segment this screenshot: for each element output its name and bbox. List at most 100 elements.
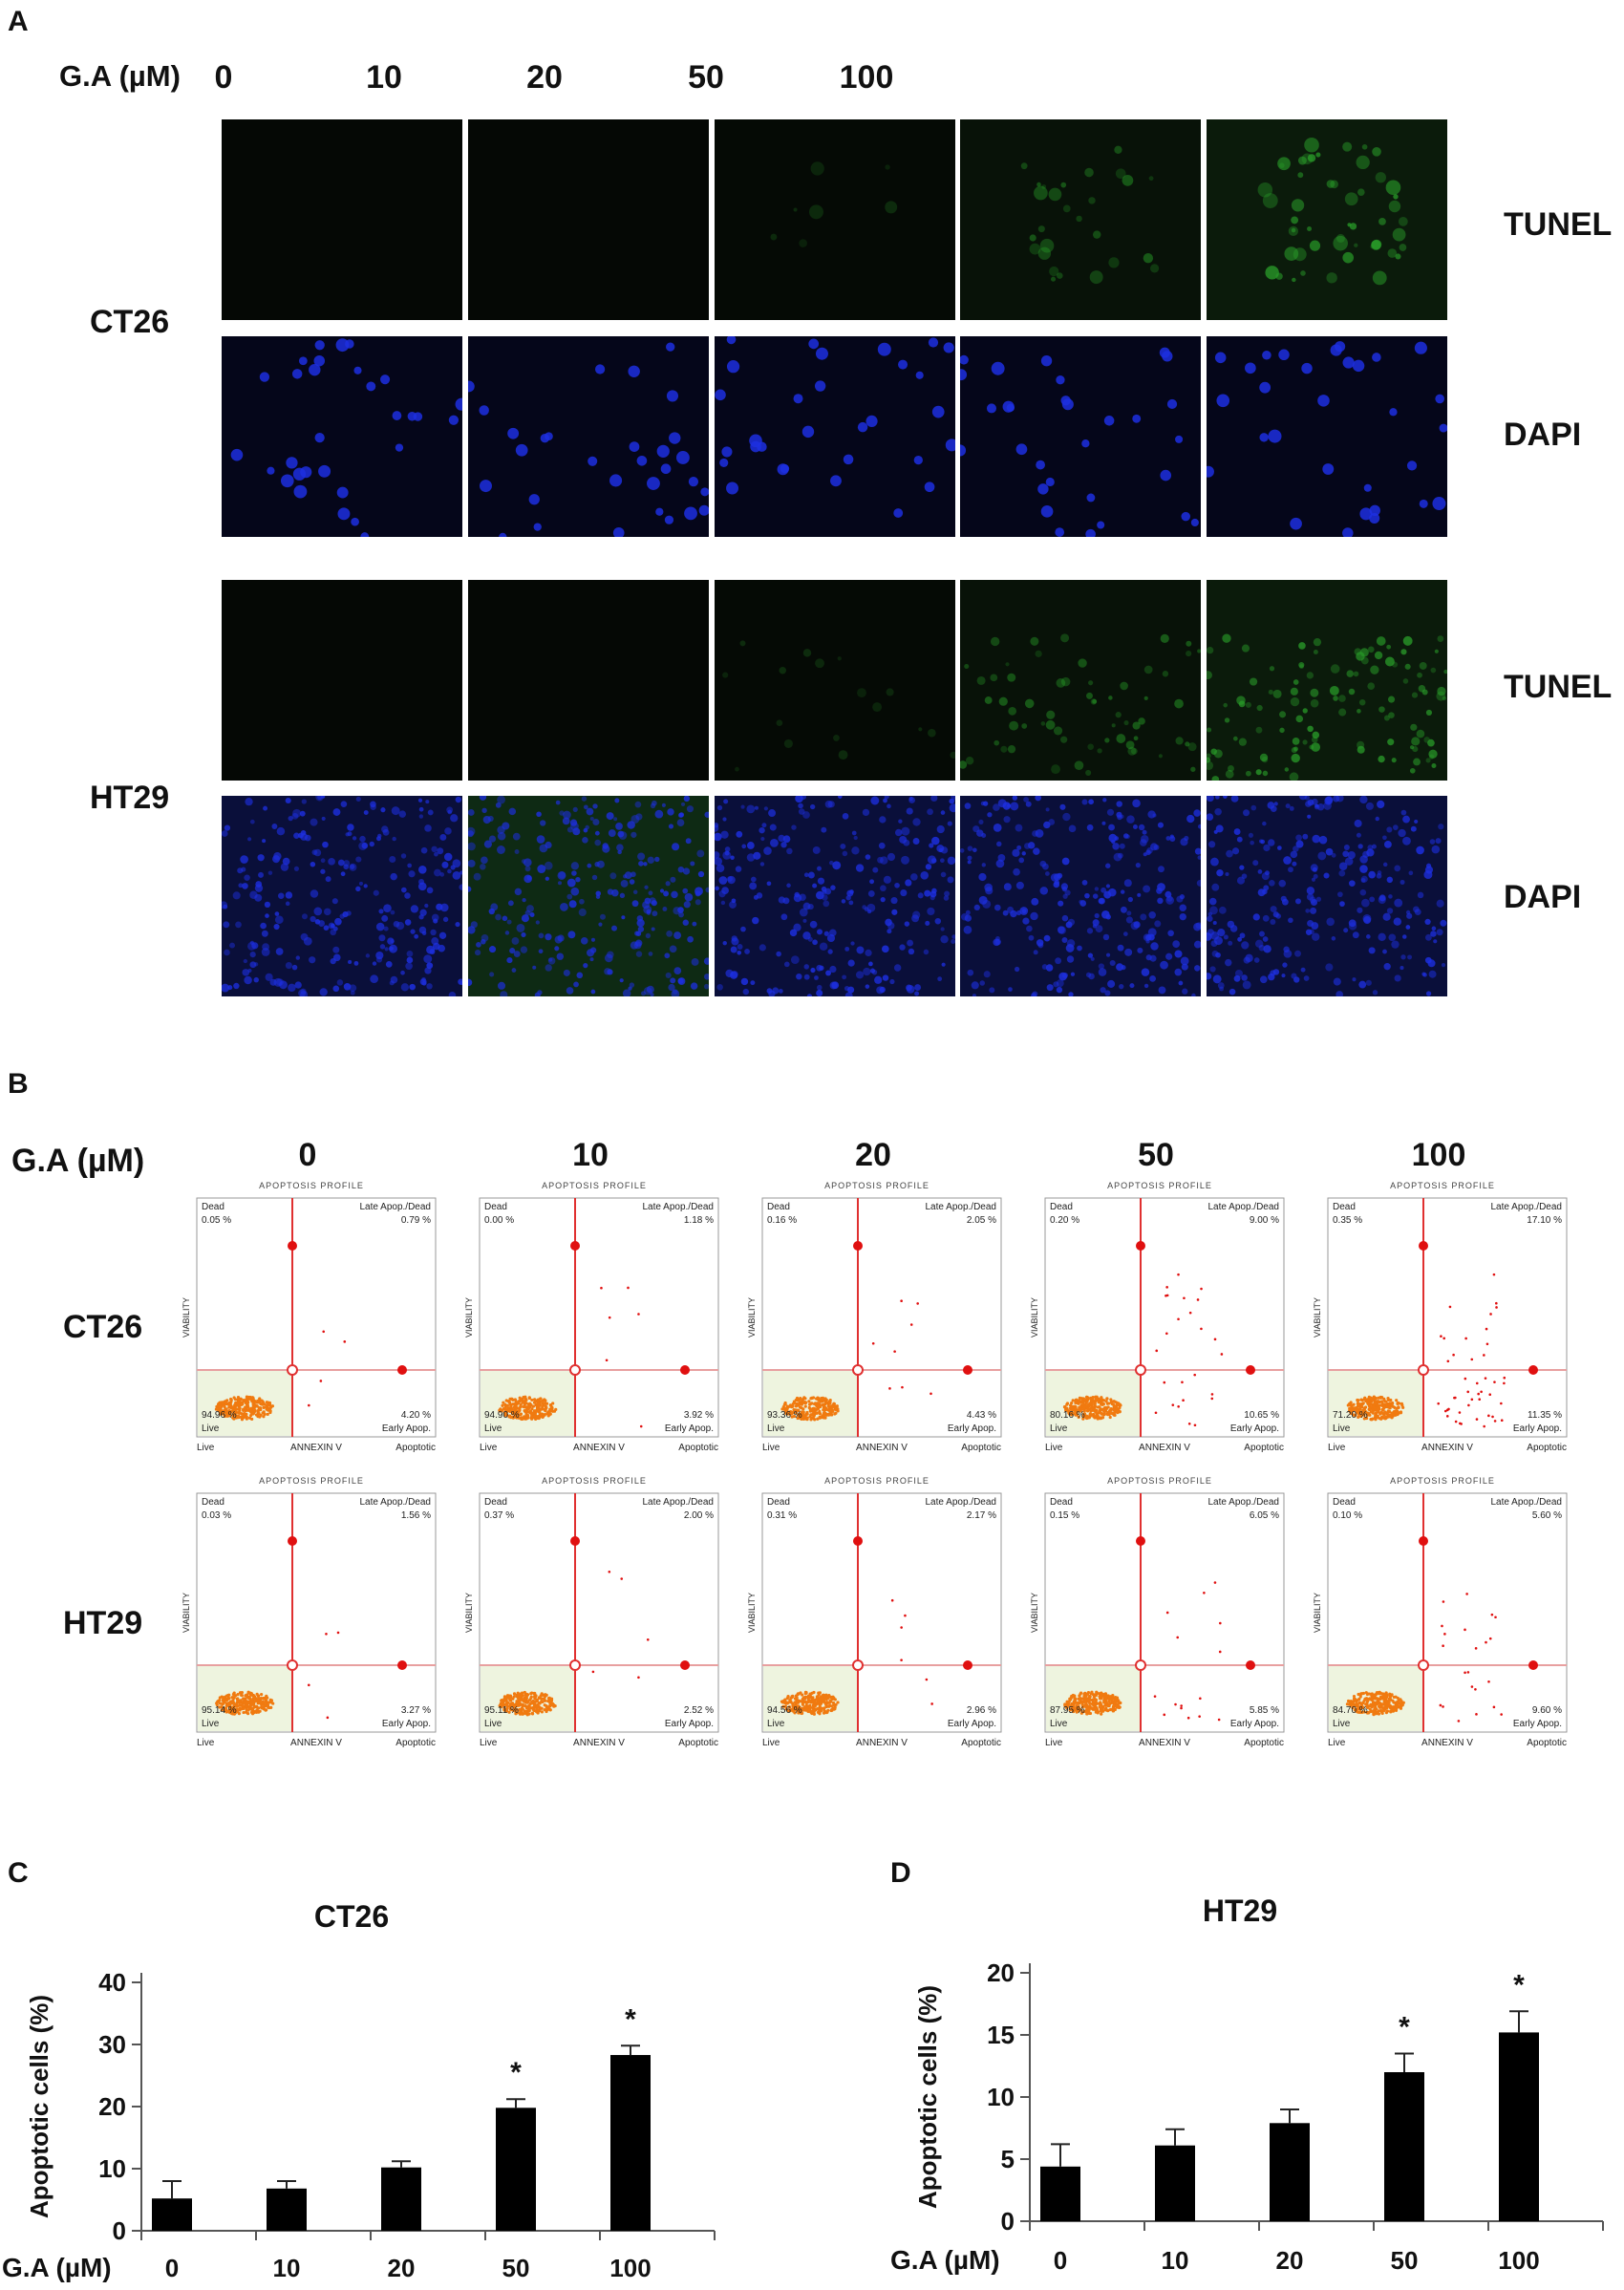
quadrant-value-live: 71.20 % xyxy=(1333,1410,1368,1421)
micrograph-ct26-dapi-dose-0 xyxy=(222,336,462,537)
chart-ht29: HT29 Apoptotic cells (%) 0 5 10 15 20 0 10 20 * 50 *… xyxy=(879,1887,1624,2288)
quadrant-label-early: Early Apop. xyxy=(1230,1719,1279,1729)
micrograph-ct26-tunel-dose-20 xyxy=(715,119,955,320)
micrograph-ct26-tunel-dose-50 xyxy=(960,119,1201,320)
flow-plot-ct26-dose-10: APOPTOSIS PROFILE Dead 0.00 % Late Apop./De… xyxy=(464,1177,724,1454)
chart-title: HT29 xyxy=(1203,1894,1277,1928)
flow-plot-ht29-dose-100: APOPTOSIS PROFILE Dead 0.10 % Late Apop./De… xyxy=(1313,1472,1572,1749)
micrograph-ht29-tunel-dose-50 xyxy=(960,580,1201,781)
chart-x-tick-label: 50 xyxy=(1391,2246,1419,2275)
chart-x-tick-label: 50 xyxy=(502,2254,530,2282)
quadrant-value-early: 5.85 % xyxy=(1250,1705,1279,1716)
flow-plot-title: APOPTOSIS PROFILE xyxy=(1107,1181,1212,1190)
stain-label-ct26-tunel: TUNEL xyxy=(1504,206,1613,243)
flow-plot-ht29-dose-10: APOPTOSIS PROFILE Dead 0.37 % Late Apop./De… xyxy=(464,1472,724,1749)
quadrant-value-live: 95.14 % xyxy=(202,1705,237,1716)
quadrant-value-early: 9.60 % xyxy=(1532,1705,1562,1716)
panel-b-dose-0: 0 xyxy=(298,1137,317,1173)
quadrant-label-live: Live xyxy=(202,1423,220,1434)
panel-a-cellline-ct26: CT26 xyxy=(90,304,170,340)
quadrant-label-early: Early Apop. xyxy=(382,1719,431,1729)
quadrant-value-dead: 0.37 % xyxy=(484,1510,514,1521)
quadrant-label-late: Late Apop./Dead xyxy=(1490,1202,1562,1212)
flow-plot-ct26-dose-0: APOPTOSIS PROFILE Dead 0.05 % Late Apop./De… xyxy=(182,1177,441,1454)
quadrant-label-late: Late Apop./Dead xyxy=(925,1497,996,1508)
flow-corner-apoptotic: Apoptotic xyxy=(961,1738,1001,1748)
chart-bar xyxy=(267,2188,307,2231)
stain-label-ht29-tunel: TUNEL xyxy=(1504,669,1613,705)
quadrant-label-early: Early Apop. xyxy=(1513,1719,1562,1729)
flow-plot-title: APOPTOSIS PROFILE xyxy=(824,1181,930,1190)
flow-corner-apoptotic: Apoptotic xyxy=(678,1738,718,1748)
quadrant-value-late: 17.10 % xyxy=(1527,1215,1562,1226)
quadrant-label-early: Early Apop. xyxy=(948,1423,996,1434)
quadrant-value-dead: 0.10 % xyxy=(1333,1510,1362,1521)
flow-y-axis-label: VIABILITY xyxy=(1313,1297,1322,1338)
flow-corner-apoptotic: Apoptotic xyxy=(961,1443,1001,1453)
flow-plot-title: APOPTOSIS PROFILE xyxy=(542,1476,647,1486)
micrograph-ct26-dapi-dose-10 xyxy=(468,336,709,537)
chart-bar xyxy=(610,2055,651,2231)
flow-plot-title: APOPTOSIS PROFILE xyxy=(824,1476,930,1486)
panel-b-dose-100: 100 xyxy=(1411,1137,1466,1173)
quadrant-value-late: 2.17 % xyxy=(967,1510,996,1521)
flow-plot-ct26-dose-100: APOPTOSIS PROFILE Dead 0.35 % Late Apop./De… xyxy=(1313,1177,1572,1454)
panel-a-axis-label: G.A (µM) xyxy=(59,59,181,93)
chart-bar xyxy=(1499,2032,1539,2221)
quadrant-label-live: Live xyxy=(1333,1719,1351,1729)
chart-y-tick-label: 40 xyxy=(98,1968,126,1997)
quadrant-value-dead: 0.16 % xyxy=(767,1215,797,1226)
chart-y-tick-label: 10 xyxy=(98,2154,126,2183)
quadrant-label-live: Live xyxy=(767,1719,785,1729)
quadrant-value-live: 84.70 % xyxy=(1333,1705,1368,1716)
chart-x-axis-label: G.A (µM) xyxy=(890,2245,1000,2275)
chart-y-tick-label: 10 xyxy=(987,2083,1015,2111)
flow-plot-ct26-dose-20: APOPTOSIS PROFILE Dead 0.16 % Late Apop./De… xyxy=(747,1177,1007,1454)
panel-a-dose-10: 10 xyxy=(366,59,402,96)
quadrant-value-late: 2.05 % xyxy=(967,1215,996,1226)
quadrant-value-late: 2.00 % xyxy=(684,1510,714,1521)
flow-plot-title: APOPTOSIS PROFILE xyxy=(1390,1476,1495,1486)
flow-x-axis-label: ANNEXIN V xyxy=(1139,1443,1190,1453)
flow-corner-apoptotic: Apoptotic xyxy=(1527,1738,1567,1748)
flow-x-axis-label: ANNEXIN V xyxy=(856,1443,908,1453)
flow-plot-ht29-dose-50: APOPTOSIS PROFILE Dead 0.15 % Late Apop./De… xyxy=(1030,1472,1290,1749)
quadrant-value-dead: 0.20 % xyxy=(1050,1215,1079,1226)
quadrant-value-dead: 0.31 % xyxy=(767,1510,797,1521)
chart-bar xyxy=(381,2167,421,2231)
quadrant-label-late: Late Apop./Dead xyxy=(642,1202,714,1212)
quadrant-label-late: Late Apop./Dead xyxy=(925,1202,996,1212)
quadrant-value-early: 2.52 % xyxy=(684,1705,714,1716)
chart-ht29-svg: HT29 Apoptotic cells (%) 0 5 10 15 20 0 10 20 * 50 *… xyxy=(890,1894,1604,2275)
flow-corner-apoptotic: Apoptotic xyxy=(1527,1443,1567,1453)
chart-ct26-svg: CT26 Apoptotic cells (%) 0 10 20 30 40 0 10 20 * 50… xyxy=(2,1899,716,2282)
quadrant-value-early: 4.43 % xyxy=(967,1410,996,1421)
quadrant-label-dead: Dead xyxy=(1333,1497,1356,1508)
panel-a-letter: A xyxy=(8,6,29,37)
quadrant-label-dead: Dead xyxy=(767,1202,790,1212)
micrograph-ht29-dapi-dose-10 xyxy=(468,796,709,996)
micrograph-ht29-tunel-dose-20 xyxy=(715,580,955,781)
quadrant-label-late: Late Apop./Dead xyxy=(1207,1497,1279,1508)
quadrant-label-dead: Dead xyxy=(1050,1497,1073,1508)
quadrant-label-early: Early Apop. xyxy=(665,1423,714,1434)
micrograph-ht29-dapi-dose-100 xyxy=(1207,796,1447,996)
quadrant-value-live: 94.96 % xyxy=(202,1410,237,1421)
flow-corner-apoptotic: Apoptotic xyxy=(395,1443,436,1453)
flow-x-axis-label: ANNEXIN V xyxy=(1421,1443,1473,1453)
flow-corner-live: Live xyxy=(762,1443,780,1453)
micrograph-ct26-dapi-dose-50 xyxy=(960,336,1201,537)
quadrant-value-early: 3.27 % xyxy=(401,1705,431,1716)
panel-b-dose-50: 50 xyxy=(1138,1137,1174,1173)
chart-bar xyxy=(1270,2123,1310,2221)
chart-x-tick-label: 0 xyxy=(1054,2246,1067,2275)
flow-corner-live: Live xyxy=(1328,1443,1346,1453)
flow-plot-title: APOPTOSIS PROFILE xyxy=(259,1181,364,1190)
quadrant-value-live: 94.56 % xyxy=(767,1705,802,1716)
flow-plot-title: APOPTOSIS PROFILE xyxy=(542,1181,647,1190)
chart-y-tick-label: 20 xyxy=(987,1958,1015,1987)
quadrant-value-late: 5.60 % xyxy=(1532,1510,1562,1521)
quadrant-label-live: Live xyxy=(1333,1423,1351,1434)
panel-a-cellline-ht29: HT29 xyxy=(90,780,170,816)
panel-a-dose-100: 100 xyxy=(839,59,894,96)
